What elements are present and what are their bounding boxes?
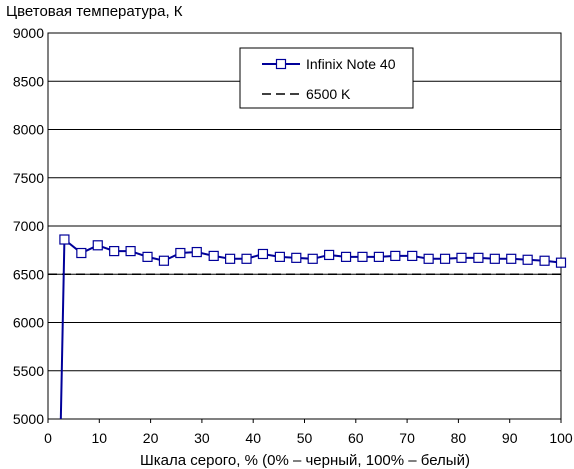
data-point bbox=[489, 253, 500, 264]
data-point bbox=[555, 257, 567, 268]
y-tick-label: 7500 bbox=[13, 170, 44, 186]
x-tick-label: 0 bbox=[44, 430, 52, 446]
x-tick-label: 100 bbox=[549, 430, 573, 446]
data-point bbox=[506, 253, 517, 264]
x-axis-ticks: 0 10 20 30 40 50 60 70 80 90 100 bbox=[44, 419, 573, 446]
data-point bbox=[291, 252, 302, 263]
data-point bbox=[522, 254, 533, 265]
y-tick-label: 6500 bbox=[13, 266, 44, 282]
x-tick-label: 40 bbox=[245, 430, 261, 446]
y-tick-label: 8500 bbox=[13, 73, 44, 89]
data-point bbox=[407, 250, 418, 262]
data-point bbox=[324, 249, 335, 261]
data-point bbox=[456, 252, 467, 263]
data-point bbox=[373, 251, 384, 262]
x-tick-label: 50 bbox=[297, 430, 313, 446]
data-point bbox=[539, 255, 550, 266]
legend-marker-infinix bbox=[275, 58, 287, 70]
data-point bbox=[158, 255, 170, 266]
data-point bbox=[76, 247, 87, 259]
y-tick-label: 5500 bbox=[13, 363, 44, 379]
data-point bbox=[241, 253, 252, 264]
data-point bbox=[125, 245, 136, 257]
y-axis-ticks: 5000 5500 6000 6500 7000 7500 8000 8500 9000 bbox=[13, 25, 44, 427]
data-point bbox=[274, 251, 285, 262]
legend-label-infinix: Infinix Note 40 bbox=[306, 56, 396, 72]
data-point bbox=[473, 252, 484, 263]
x-axis-label: Шкала серого, % (0% – черный, 100% – бел… bbox=[140, 452, 470, 469]
series-line-infinix-note-40 bbox=[59, 237, 562, 420]
y-tick-label: 9000 bbox=[13, 25, 44, 41]
x-tick-label: 30 bbox=[194, 430, 210, 446]
y-tick-label: 6000 bbox=[13, 315, 44, 331]
series-layer bbox=[48, 234, 567, 420]
data-point bbox=[109, 245, 120, 257]
legend: Infinix Note 40 6500 K bbox=[239, 47, 414, 109]
data-point bbox=[208, 250, 219, 262]
chart-title: Цветовая температура, К bbox=[6, 3, 183, 20]
data-point bbox=[423, 253, 434, 264]
data-point bbox=[92, 240, 103, 251]
data-point bbox=[191, 246, 202, 258]
legend-box bbox=[239, 47, 414, 109]
y-tick-label: 7000 bbox=[13, 218, 44, 234]
y-tick-label: 8000 bbox=[13, 122, 44, 138]
data-point bbox=[225, 253, 236, 264]
x-tick-label: 10 bbox=[92, 430, 108, 446]
x-tick-label: 90 bbox=[502, 430, 518, 446]
data-point bbox=[59, 234, 70, 245]
data-point bbox=[390, 250, 401, 262]
x-tick-label: 80 bbox=[451, 430, 467, 446]
data-point bbox=[357, 251, 368, 262]
x-tick-label: 70 bbox=[399, 430, 415, 446]
data-point bbox=[257, 248, 269, 260]
data-point bbox=[175, 247, 186, 259]
x-tick-label: 60 bbox=[348, 430, 364, 446]
y-tick-label: 5000 bbox=[13, 411, 44, 427]
legend-label-6500k: 6500 K bbox=[306, 86, 351, 102]
data-point bbox=[142, 251, 153, 262]
x-tick-label: 20 bbox=[143, 430, 159, 446]
data-point bbox=[307, 253, 318, 264]
data-point bbox=[340, 251, 352, 262]
data-point bbox=[439, 253, 451, 264]
